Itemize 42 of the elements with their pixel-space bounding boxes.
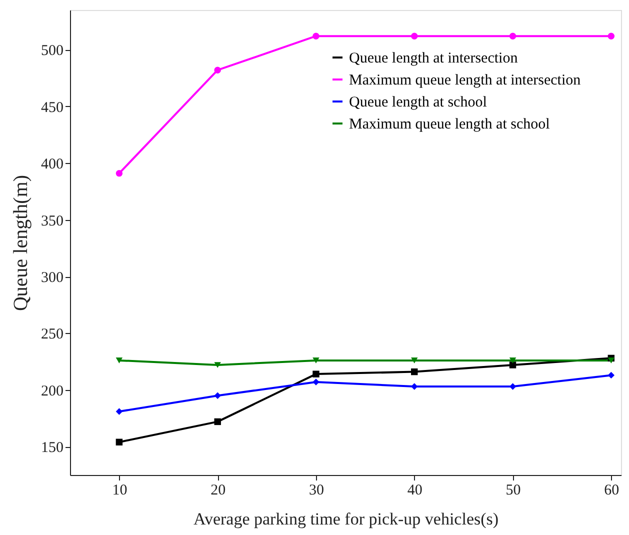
point <box>312 32 320 40</box>
y-tick-label: 300 <box>41 270 64 286</box>
point <box>411 32 418 40</box>
point <box>116 358 123 364</box>
legend-label: Maximum queue length at intersection <box>349 72 582 88</box>
x-tick-label: 40 <box>407 482 422 498</box>
point <box>608 32 615 40</box>
x-tick-label: 10 <box>112 482 128 498</box>
y-axis-title: Queue length(m) <box>10 174 32 312</box>
y-tick-label: 250 <box>41 326 64 343</box>
y-tick-label: 200 <box>41 383 64 400</box>
point <box>608 372 615 379</box>
point <box>116 438 123 446</box>
point <box>411 383 418 390</box>
point <box>411 368 418 376</box>
point <box>509 358 516 364</box>
legend-label: Queue length at intersection <box>349 50 518 66</box>
x-tick-label: 50 <box>506 482 521 498</box>
x-tick-label: 60 <box>604 482 620 498</box>
point <box>214 418 221 426</box>
x-tick-label: 20 <box>210 482 226 498</box>
point <box>214 362 221 368</box>
point <box>312 378 320 386</box>
y-tick-label: 400 <box>41 156 64 173</box>
legend-label: Maximum queue length at school <box>349 116 550 132</box>
y-tick-label: 500 <box>41 43 64 60</box>
point <box>509 362 516 368</box>
x-axis-title: Average parking time for pick-up vehicles(s) <box>193 510 499 528</box>
point <box>214 392 221 399</box>
x-tick-label: 30 <box>308 482 324 498</box>
point <box>116 170 123 177</box>
point <box>411 358 418 364</box>
point <box>116 408 123 415</box>
point <box>509 32 516 40</box>
y-tick-label: 350 <box>41 213 64 230</box>
point <box>608 358 615 364</box>
point <box>312 370 320 378</box>
point <box>312 358 320 364</box>
legend-label: Queue length at school <box>349 94 487 110</box>
y-tick-label: 450 <box>41 100 64 116</box>
y-tick-label: 150 <box>41 440 64 456</box>
point <box>214 66 221 74</box>
